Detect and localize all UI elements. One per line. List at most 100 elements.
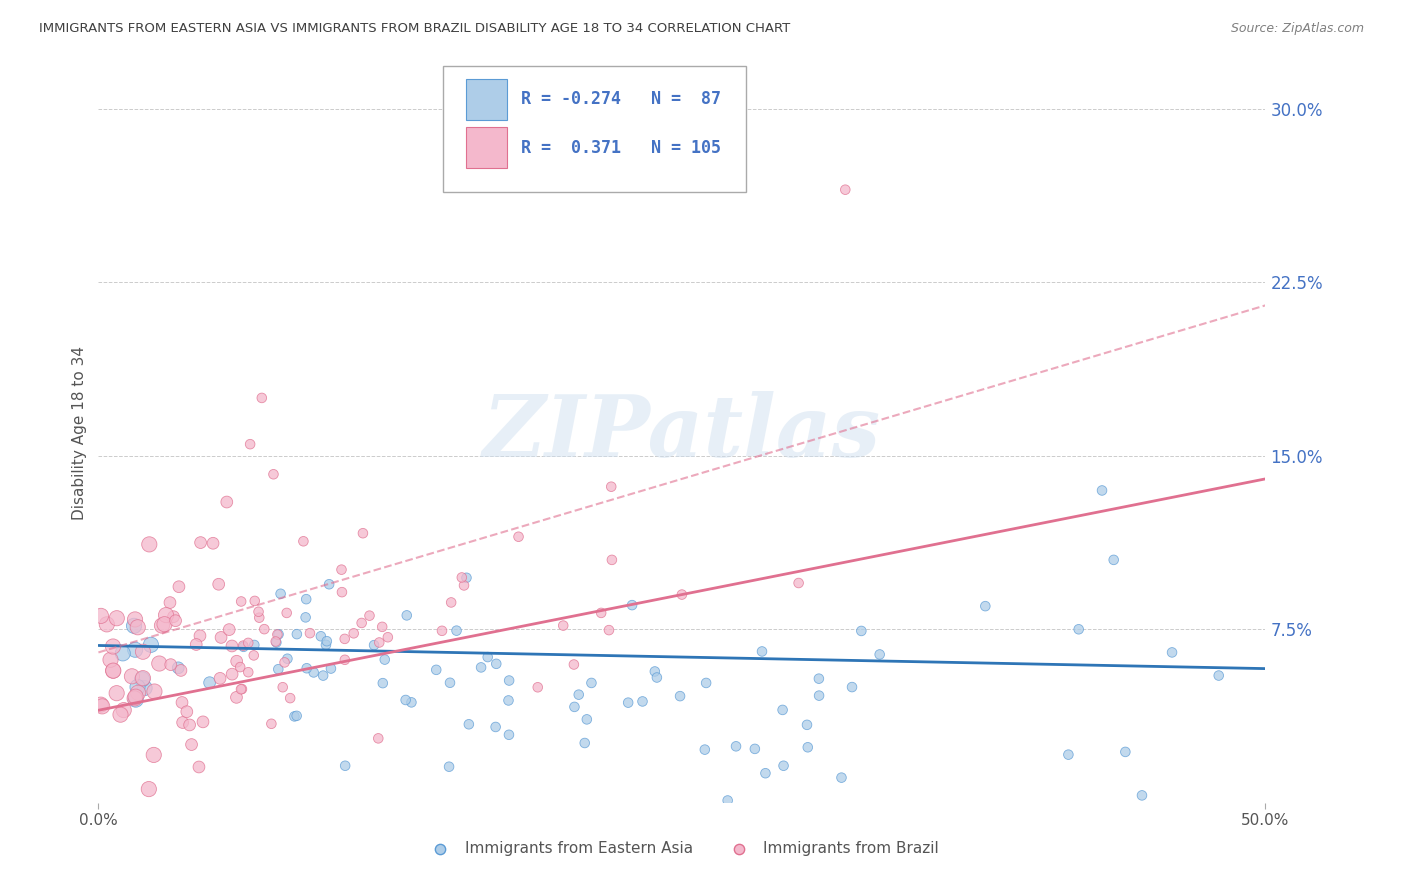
Point [264, 634, 287, 648]
Point [374, 652, 396, 666]
Point [450, 570, 472, 584]
Point [796, 718, 818, 732]
Point [202, 536, 225, 550]
Point [1091, 483, 1114, 498]
Point [159, 596, 181, 610]
Point [367, 731, 389, 746]
Point [671, 588, 693, 602]
Point [239, 437, 262, 451]
Point [744, 742, 766, 756]
Point [830, 771, 852, 785]
Point [498, 673, 520, 688]
Point [1102, 553, 1125, 567]
Point [453, 578, 475, 592]
Point [371, 676, 394, 690]
Point [477, 650, 499, 665]
Point [221, 667, 243, 681]
Point [276, 651, 298, 665]
Point [1130, 789, 1153, 803]
Point [352, 526, 374, 541]
Point [485, 720, 508, 734]
Point [159, 657, 181, 672]
Point [772, 703, 794, 717]
Point [238, 665, 260, 680]
Point [101, 640, 124, 654]
Point [315, 638, 337, 652]
Point [232, 639, 254, 653]
Point [243, 638, 266, 652]
Point [124, 691, 146, 706]
Point [100, 653, 122, 667]
Point [319, 662, 342, 676]
Point [1067, 622, 1090, 636]
Point [250, 391, 273, 405]
Point [138, 537, 160, 551]
Point [243, 594, 266, 608]
Point [142, 747, 165, 762]
Point [209, 671, 232, 685]
Text: ZIPatlas: ZIPatlas [482, 391, 882, 475]
Point [807, 672, 830, 686]
Point [669, 689, 692, 703]
Point [276, 606, 298, 620]
FancyBboxPatch shape [465, 128, 508, 168]
Point [485, 657, 508, 671]
Point [724, 739, 747, 754]
Point [127, 686, 149, 700]
Point [247, 610, 270, 624]
Point [188, 629, 211, 643]
Point [131, 672, 153, 686]
Point [231, 681, 253, 696]
Point [96, 617, 118, 632]
FancyBboxPatch shape [443, 66, 747, 192]
Point [267, 627, 290, 641]
Point [127, 680, 149, 694]
Text: IMMIGRANTS FROM EASTERN ASIA VS IMMIGRANTS FROM BRAZIL DISABILITY AGE 18 TO 34 C: IMMIGRANTS FROM EASTERN ASIA VS IMMIGRAN… [39, 22, 790, 36]
Point [395, 608, 418, 623]
Point [266, 627, 288, 641]
Point [247, 605, 270, 619]
Point [446, 624, 468, 638]
Point [124, 690, 146, 704]
Point [456, 571, 478, 585]
Point [564, 699, 586, 714]
Point [170, 664, 193, 678]
Point [229, 682, 252, 697]
Point [834, 183, 856, 197]
Point [395, 693, 418, 707]
Point [132, 645, 155, 659]
Point [295, 592, 318, 607]
Point [581, 676, 603, 690]
Point [170, 696, 193, 710]
Point [430, 624, 453, 638]
Point [787, 576, 810, 591]
Point [218, 623, 240, 637]
Point [165, 614, 187, 628]
Point [101, 664, 124, 678]
Point [526, 680, 548, 694]
Point [273, 656, 295, 670]
Point [377, 630, 399, 644]
Point [105, 611, 128, 625]
Point [363, 638, 385, 652]
Point [562, 657, 585, 672]
Point [176, 705, 198, 719]
Point [122, 619, 145, 633]
Point [350, 615, 373, 630]
Y-axis label: Disability Age 18 to 34: Disability Age 18 to 34 [72, 345, 87, 520]
Point [231, 594, 253, 608]
Point [645, 671, 668, 685]
Point [470, 660, 492, 674]
Point [198, 675, 221, 690]
Point [150, 618, 173, 632]
Point [172, 715, 194, 730]
Point [191, 714, 214, 729]
Point [124, 642, 146, 657]
Point [285, 709, 308, 723]
Point [91, 699, 114, 714]
Point [232, 640, 254, 654]
Point [371, 620, 394, 634]
Point [333, 653, 356, 667]
Point [333, 758, 356, 772]
Point [617, 696, 640, 710]
